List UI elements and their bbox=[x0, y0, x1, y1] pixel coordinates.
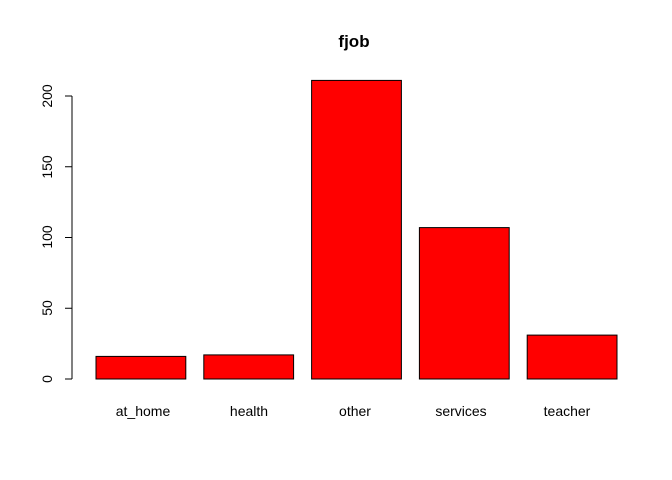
bar-teacher bbox=[526, 334, 618, 380]
x-tick-label: other bbox=[339, 403, 371, 419]
x-labels: at_home health other services teacher bbox=[116, 403, 591, 419]
y-tick-label: 200 bbox=[39, 84, 55, 108]
y-tick-labels: 0 50 100 150 200 bbox=[39, 84, 55, 383]
bar-health bbox=[203, 354, 295, 380]
x-tick-label: health bbox=[230, 403, 268, 419]
y-tick-label: 150 bbox=[39, 155, 55, 179]
y-tick-label: 100 bbox=[39, 225, 55, 249]
y-tick-label: 50 bbox=[39, 300, 55, 316]
x-tick-label: at_home bbox=[116, 403, 171, 419]
x-tick-label: services bbox=[435, 403, 486, 419]
bar-services bbox=[418, 227, 510, 380]
y-axis bbox=[65, 95, 73, 380]
y-tick-label: 0 bbox=[39, 375, 55, 383]
bars bbox=[95, 79, 618, 380]
bar-at_home bbox=[95, 355, 187, 380]
bar-other bbox=[311, 79, 402, 380]
chart-title: fjob bbox=[338, 32, 369, 51]
x-tick-label: teacher bbox=[544, 403, 591, 419]
